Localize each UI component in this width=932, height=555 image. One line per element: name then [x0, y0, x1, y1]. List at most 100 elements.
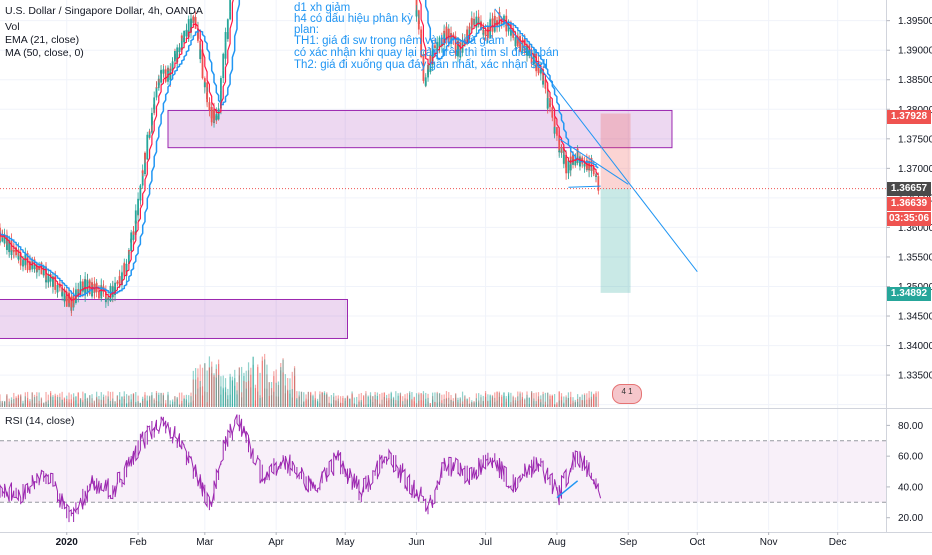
- volume-bar: [351, 393, 352, 407]
- rsi-title[interactable]: RSI (14, close): [5, 415, 74, 427]
- volume-bar: [98, 399, 99, 407]
- volume-bar: [32, 392, 33, 407]
- volume-bar: [292, 389, 293, 407]
- price-label-stop: 1.37928: [887, 110, 931, 124]
- volume-bar: [45, 402, 46, 407]
- date-tick-label: Apr: [268, 537, 284, 548]
- volume-bar: [158, 395, 159, 407]
- volume-bar: [250, 375, 251, 407]
- candle-body: [107, 299, 109, 300]
- volume-bar: [62, 400, 63, 407]
- price-tick-label: 1.34500: [898, 312, 932, 323]
- candle-body: [176, 47, 178, 53]
- volume-bar: [519, 400, 520, 407]
- position-stop-zone[interactable]: [601, 114, 631, 189]
- volume-bar: [533, 399, 534, 407]
- volume-bar: [356, 397, 357, 407]
- supply-demand-zone[interactable]: [168, 110, 672, 147]
- volume-bar: [345, 398, 346, 407]
- volume-bar: [121, 403, 122, 407]
- volume-bar: [287, 378, 288, 407]
- candle-body: [494, 16, 496, 20]
- date-tick-label: Dec: [829, 537, 847, 548]
- volume-bar: [398, 396, 399, 407]
- date-tick-label: Jun: [408, 537, 424, 548]
- volume-bar: [241, 392, 242, 407]
- candle-body: [181, 36, 183, 38]
- volume-bar: [27, 392, 28, 407]
- annotation-line[interactable]: có xác nhận khi quay lại cản trên thì tì…: [294, 47, 559, 59]
- candle-body: [561, 147, 563, 148]
- volume-bar: [322, 392, 323, 407]
- volume-bar: [137, 401, 138, 407]
- date-tick-label: Oct: [690, 537, 706, 548]
- volume-bar: [595, 397, 596, 407]
- volume-bar: [59, 403, 60, 407]
- volume-bar: [117, 403, 118, 407]
- annotation-line[interactable]: TH1: giá đi sw trong nêm và bức đà giảm: [294, 35, 504, 47]
- candle-body: [27, 265, 29, 270]
- volume-bar: [126, 394, 127, 407]
- volume-bar: [478, 393, 479, 407]
- candle-body: [218, 109, 220, 120]
- indicator-vol[interactable]: Vol: [5, 21, 20, 33]
- volume-bar: [473, 401, 474, 407]
- candle-body: [87, 280, 89, 292]
- volume-bar: [195, 394, 196, 407]
- volume-bar: [593, 395, 594, 407]
- volume-bar: [271, 388, 272, 407]
- volume-bar: [568, 398, 569, 407]
- volume-bar: [439, 393, 440, 407]
- candle-body: [75, 289, 77, 291]
- candle-body: [128, 250, 130, 251]
- candle-body: [116, 283, 118, 284]
- volume-bar: [441, 403, 442, 407]
- candle-body: [162, 69, 164, 73]
- volume-bar: [501, 397, 502, 407]
- indicator-ma[interactable]: MA (50, close, 0): [5, 47, 84, 59]
- volume-bar: [269, 382, 270, 407]
- candle-body: [119, 276, 121, 285]
- volume-bar: [492, 398, 493, 407]
- candle-body: [489, 19, 491, 22]
- volume-bar: [213, 375, 214, 407]
- volume-bar: [460, 403, 461, 407]
- volume-bar: [577, 402, 578, 407]
- date-tick-label: Mar: [196, 537, 214, 548]
- candle-body: [186, 30, 188, 31]
- indicator-ema[interactable]: EMA (21, close): [5, 34, 79, 46]
- volume-bar: [234, 386, 235, 407]
- volume-bar: [522, 397, 523, 407]
- volume-bar: [427, 398, 428, 407]
- position-target-zone[interactable]: [601, 189, 631, 293]
- candle-body: [160, 70, 162, 74]
- annotation-line[interactable]: Th2: giá đi xuống qua đáy gần nhất, xác …: [294, 59, 548, 71]
- volume-bar: [529, 398, 530, 407]
- volume-bar: [103, 400, 104, 407]
- volume-bar: [299, 391, 300, 407]
- candle-body: [50, 277, 52, 281]
- candle-body: [199, 49, 201, 59]
- candle-body: [584, 164, 586, 166]
- rsi-tick-label: 80.00: [898, 421, 923, 432]
- volume-bar: [450, 395, 451, 407]
- volume-bar: [202, 368, 203, 407]
- volume-bar: [216, 378, 217, 407]
- volume-bar: [485, 391, 486, 407]
- volume-bar: [239, 367, 240, 407]
- volume-bar: [407, 400, 408, 407]
- volume-bar: [96, 397, 97, 407]
- supply-demand-zone[interactable]: [0, 299, 347, 338]
- volume-bar: [556, 402, 557, 407]
- volume-bar: [538, 392, 539, 407]
- volume-bar: [57, 397, 58, 407]
- volume-bar: [262, 357, 263, 407]
- earnings-badge[interactable]: 4 1: [612, 384, 642, 404]
- volume-bar: [349, 398, 350, 407]
- candle-body: [135, 210, 137, 223]
- volume-bar: [280, 367, 281, 407]
- candle-body: [149, 132, 151, 133]
- volume-bar: [16, 398, 17, 407]
- volume-bar: [147, 396, 148, 407]
